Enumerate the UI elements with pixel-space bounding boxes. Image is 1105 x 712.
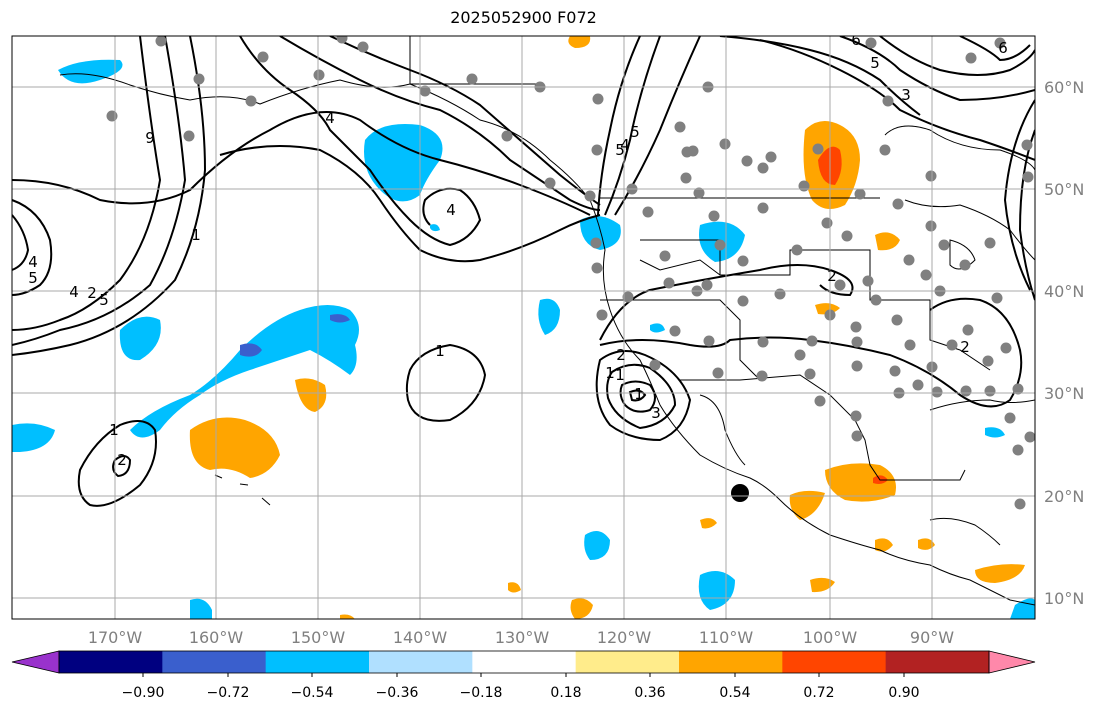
lat-label: 60°N [1044, 78, 1084, 97]
lat-label: 20°N [1044, 487, 1084, 506]
contour-label: 2 [117, 451, 127, 469]
contour-label: 3 [901, 86, 911, 104]
colorbar-box [472, 651, 577, 673]
lat-label: 30°N [1044, 384, 1084, 403]
colorbar-box [162, 651, 267, 673]
map-frame [11, 35, 1036, 620]
contour-label: 4 [446, 201, 456, 219]
lon-label: 150°W [291, 628, 346, 647]
colorbar-box [59, 651, 163, 673]
colorbar-tick-label: −0.90 [122, 685, 165, 701]
contour-label: 1 [435, 342, 445, 360]
colorbar-box [885, 651, 990, 673]
colorbar-box [679, 651, 783, 673]
colorbar-tick-label: 0.72 [803, 685, 834, 701]
lat-label: 40°N [1044, 282, 1084, 301]
contour-label: 1 [605, 364, 615, 382]
lon-label: 110°W [699, 628, 754, 647]
contour-label: 5 [630, 123, 640, 141]
contour-label: 2 [616, 346, 626, 364]
contour-label: 5 [28, 269, 38, 287]
contour-label: 6 [998, 39, 1008, 57]
colorbar-tick-label: −0.54 [291, 685, 334, 701]
colorbar-box [265, 651, 370, 673]
contour-label: 9 [145, 129, 155, 147]
colorbar: −0.90 −0.72 −0.54 −0.36 −0.18 0.18 0.36 0.54 0.7… [11, 650, 1036, 701]
lon-label: 130°W [495, 628, 550, 647]
colorbar-box [782, 651, 887, 673]
contour-label: 4 [69, 283, 79, 301]
contour-label: 5 [615, 141, 625, 159]
colorbar-frame [58, 650, 990, 674]
contour-label: 5 [870, 54, 880, 72]
contour-label: 4 [325, 109, 335, 127]
contour-label: 4 [28, 253, 38, 271]
contour-label: 1 [109, 421, 119, 439]
contour-label: 4 [620, 136, 630, 154]
colorbar-tick-label: −0.72 [207, 685, 250, 701]
lon-label: 140°W [393, 628, 448, 647]
lat-label: 50°N [1044, 180, 1084, 199]
colorbar-tick-label: −0.36 [376, 685, 419, 701]
longitude-labels: 170°W 160°W 150°W 140°W 130°W 120°W 110°W 100°W… [88, 628, 954, 647]
contour-label: 1 [634, 385, 644, 403]
contour-label: 3 [651, 404, 661, 422]
contour-label: 2 [827, 267, 837, 285]
station-markers [106, 36, 1035, 510]
contour-label: 1 [615, 366, 625, 384]
map-area [12, 36, 1035, 619]
lon-label: 160°W [189, 628, 244, 647]
contour-label: 6 [851, 31, 861, 49]
contour-label: 1 [191, 226, 201, 244]
gridlines [12, 36, 1035, 619]
lon-label: 170°W [88, 628, 143, 647]
colorbar-tick-label: 0.18 [550, 685, 581, 701]
lon-label: 120°W [597, 628, 652, 647]
colorbar-extend-high [988, 650, 1036, 674]
colorbar-box [575, 651, 680, 673]
chart-title: 2025052900 F072 [450, 8, 597, 27]
contour-label: 2 [87, 284, 97, 302]
contour-label: 5 [99, 291, 109, 309]
lon-label: 90°W [910, 628, 954, 647]
coastlines [59, 36, 1035, 606]
contour-lines [12, 36, 1035, 507]
black-marker [731, 484, 749, 502]
colorbar-extend-low [11, 650, 60, 674]
colorbar-tick-label: 0.54 [719, 685, 750, 701]
colorbar-tick-label: 0.36 [634, 685, 665, 701]
colorbar-tick-label: −0.18 [460, 685, 503, 701]
colorbar-tick-label: 0.90 [888, 685, 919, 701]
lon-label: 100°W [803, 628, 858, 647]
latitude-labels: 60°N 50°N 40°N 30°N 20°N 10°N [1044, 78, 1084, 608]
lat-label: 10°N [1044, 589, 1084, 608]
colorbar-box [369, 651, 473, 673]
contour-label: 2 [960, 338, 970, 356]
